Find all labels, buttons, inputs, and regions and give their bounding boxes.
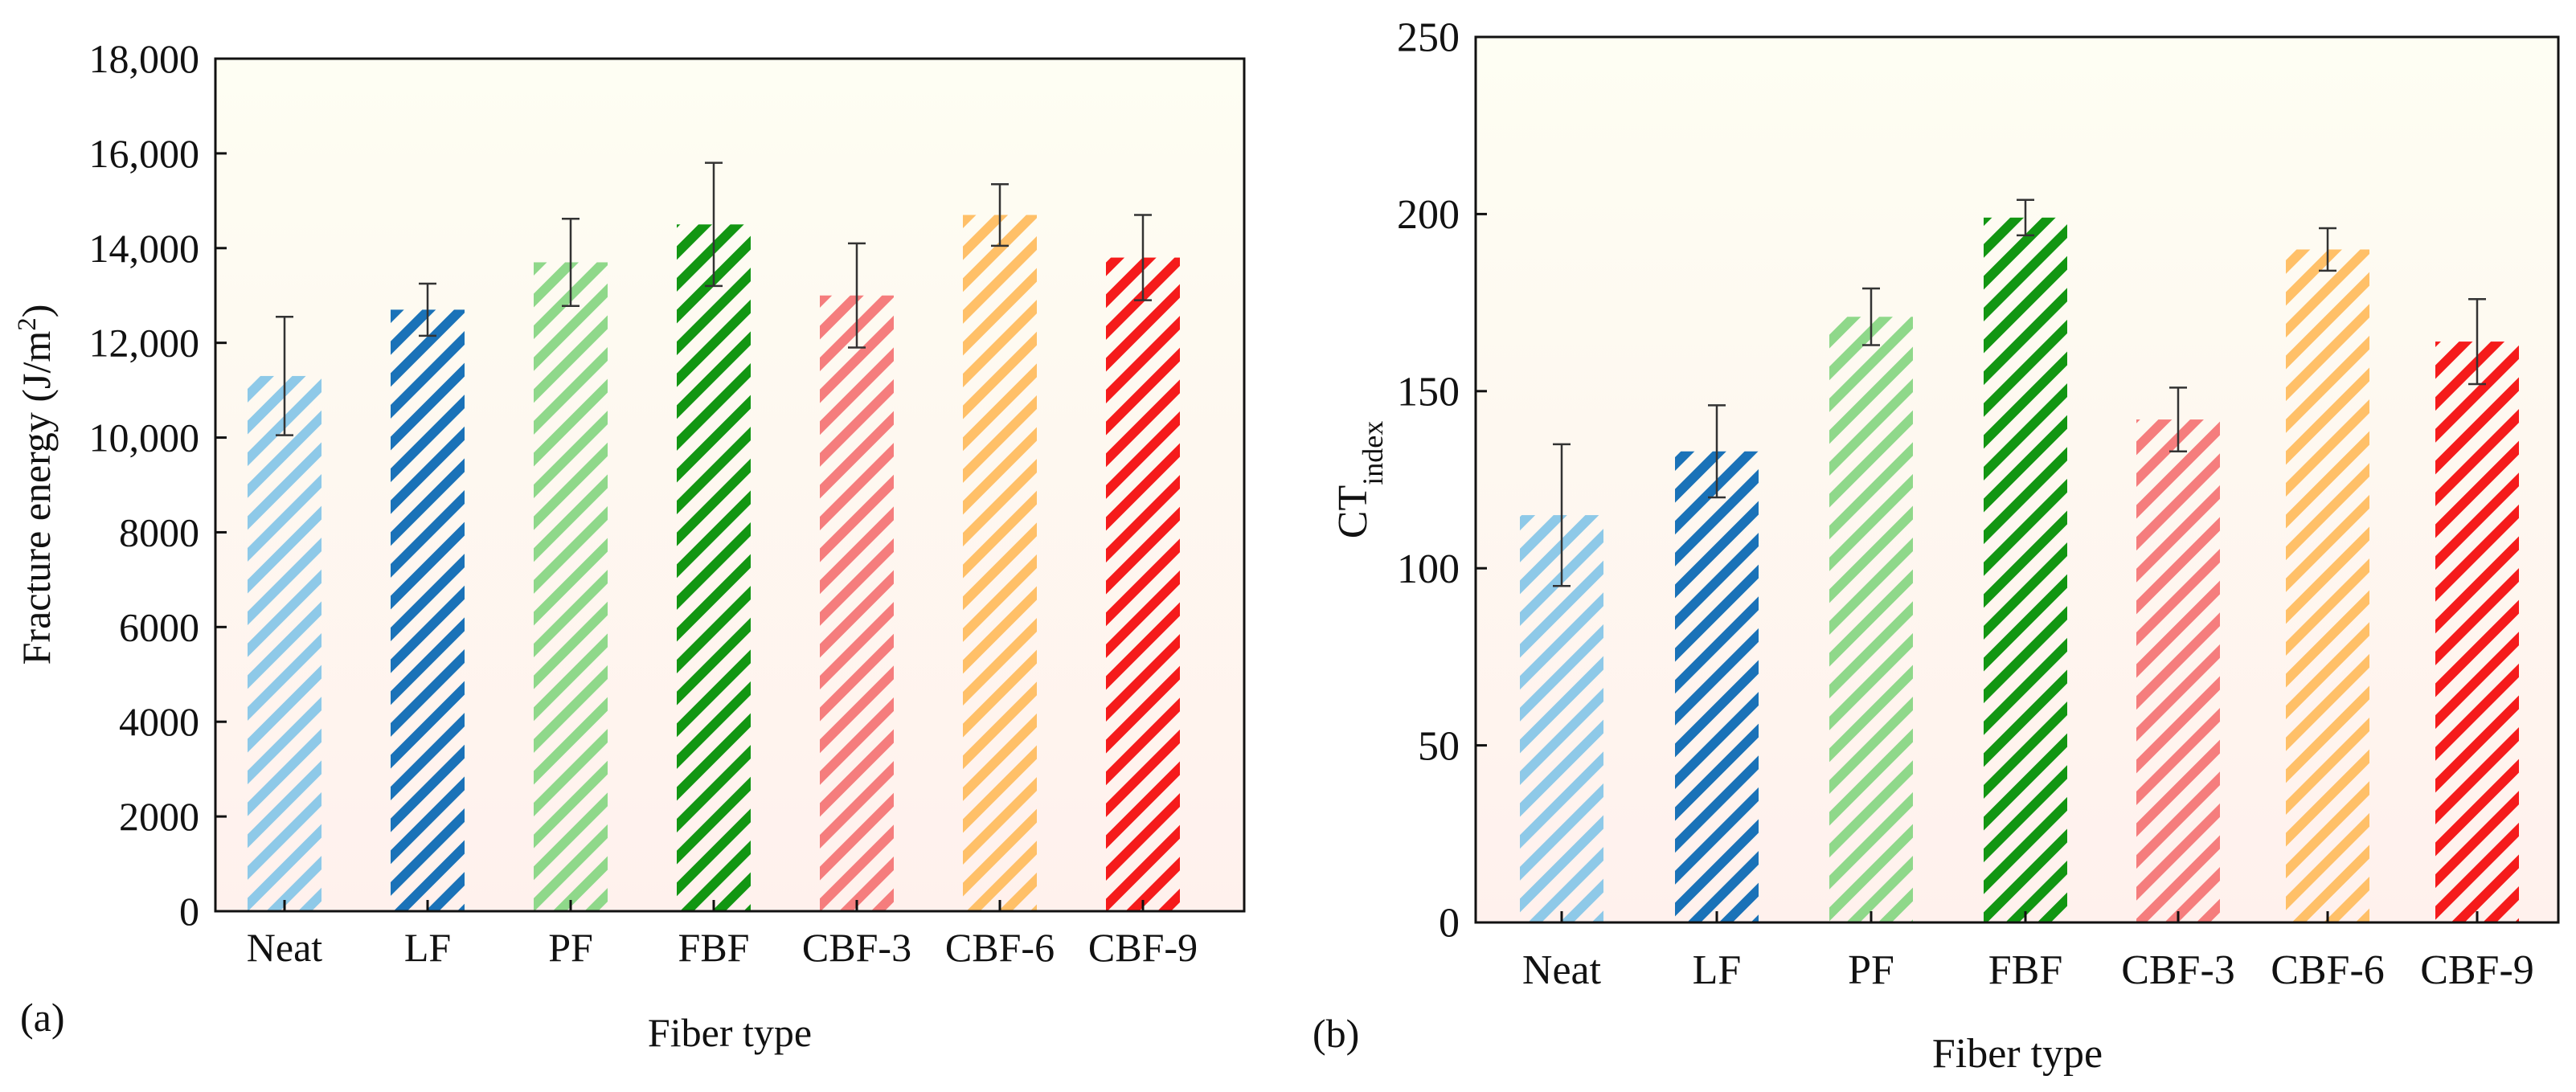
y-axis-label-superscript-a: 2	[13, 317, 42, 331]
error-bar-b-cbf-9	[2468, 297, 2486, 386]
x-tick-label-a: CBF-3	[802, 925, 911, 970]
y-tick-label-a: 10,000	[89, 415, 200, 460]
y-tick-label-b: 250	[1397, 15, 1460, 61]
x-tick-label-b: LF	[1693, 947, 1742, 993]
error-bar-a-cbf-9	[1134, 214, 1152, 301]
x-axis-label-a: Fiber type	[648, 1010, 812, 1055]
x-axis-label-b: Fiber type	[1932, 1031, 2103, 1077]
error-bar-b-cbf-6	[2319, 227, 2336, 272]
bar-a-cbf-3	[820, 295, 894, 911]
error-bar-b-lf	[1708, 404, 1726, 499]
bar-a-lf	[391, 309, 465, 912]
y-tick-label-a: 6000	[119, 604, 199, 649]
x-tick-label-a: CBF-9	[1088, 925, 1198, 970]
error-bar-b-pf	[1862, 287, 1880, 346]
bar-b-cbf-6	[2286, 249, 2369, 923]
y-axis-label-a: Fracture energy (J/m2)	[13, 305, 59, 665]
x-tick-label-b: Neat	[1522, 947, 1602, 993]
y-tick-label-a: 18,000	[89, 36, 200, 81]
error-bar-b-neat	[1553, 443, 1571, 587]
panel-label-b: (b)	[1313, 1011, 1359, 1056]
error-bar-a-neat	[276, 315, 293, 436]
y-tick-label-a: 8000	[119, 509, 199, 554]
y-axis-label-b: CTindex	[1330, 421, 1389, 538]
error-bar-a-cbf-6	[991, 182, 1009, 247]
bar-a-cbf-9	[1106, 257, 1180, 912]
x-axis-ticks-b: Neat LF PF FBF CBF-3 CBF-6 CBF-9	[1522, 911, 2534, 993]
panel-b-ct-index-chart: 0 50 100 150 200 250 Neat LF PF FBF CBF-3 CBF-6 CBF…	[1313, 15, 2560, 1077]
error-bar-b-fbf	[2017, 198, 2034, 237]
y-tick-label-a: 14,000	[89, 226, 200, 271]
y-tick-label-a: 0	[179, 889, 199, 934]
bar-b-pf	[1829, 317, 1913, 922]
bar-a-cbf-6	[963, 215, 1037, 911]
x-tick-label-a: FBF	[678, 925, 750, 970]
y-tick-label-b: 200	[1397, 192, 1460, 238]
x-tick-label-a: CBF-6	[945, 925, 1055, 970]
x-tick-label-b: CBF-6	[2271, 947, 2385, 993]
bar-b-cbf-3	[2136, 419, 2220, 922]
x-tick-label-a: Neat	[247, 925, 322, 970]
plot-frame-a	[214, 57, 1246, 913]
error-bar-a-lf	[419, 282, 436, 337]
bars-b	[1520, 198, 2519, 923]
bar-b-cbf-9	[2435, 342, 2519, 922]
error-bar-a-cbf-3	[848, 242, 866, 349]
y-tick-label-b: 150	[1397, 369, 1460, 415]
x-tick-label-a: LF	[404, 925, 451, 970]
y-tick-label-b: 0	[1439, 901, 1460, 947]
bar-b-fbf	[1984, 217, 2067, 923]
bar-a-fbf	[677, 224, 751, 911]
plot-frame-b	[1474, 35, 2560, 924]
x-tick-label-b: PF	[1848, 947, 1894, 993]
x-axis-ticks-a: Neat LF PF FBF CBF-3 CBF-6 CBF-9	[247, 900, 1198, 970]
y-tick-label-b: 100	[1397, 546, 1460, 592]
y-tick-label-a: 4000	[119, 699, 199, 744]
panel-a-fracture-energy-chart: 0 2000 4000 6000 8000 10,000 12,000 14,000 16,00…	[13, 36, 1246, 1055]
bars-a	[248, 162, 1180, 912]
error-bar-a-fbf	[705, 162, 723, 288]
y-tick-label-b: 50	[1418, 723, 1460, 769]
error-bar-b-cbf-3	[2169, 386, 2187, 452]
y-axis-ticks-b: 0 50 100 150 200 250	[1397, 15, 1487, 947]
x-tick-label-a: PF	[548, 925, 593, 970]
panel-label-a: (a)	[20, 995, 65, 1040]
bar-a-pf	[534, 262, 608, 911]
error-bar-a-pf	[562, 217, 579, 307]
y-axis-ticks-a: 0 2000 4000 6000 8000 10,000 12,000 14,000 16,00…	[89, 36, 227, 934]
bar-b-lf	[1675, 451, 1759, 922]
x-tick-label-b: FBF	[1988, 947, 2063, 993]
x-tick-label-b: CBF-3	[2121, 947, 2235, 993]
x-tick-label-b: CBF-9	[2420, 947, 2534, 993]
y-tick-label-a: 12,000	[89, 321, 200, 366]
y-tick-label-a: 16,000	[89, 131, 200, 176]
bar-a-neat	[248, 375, 321, 912]
y-tick-label-a: 2000	[119, 794, 199, 839]
y-axis-label-subscript-b: index	[1357, 421, 1389, 485]
